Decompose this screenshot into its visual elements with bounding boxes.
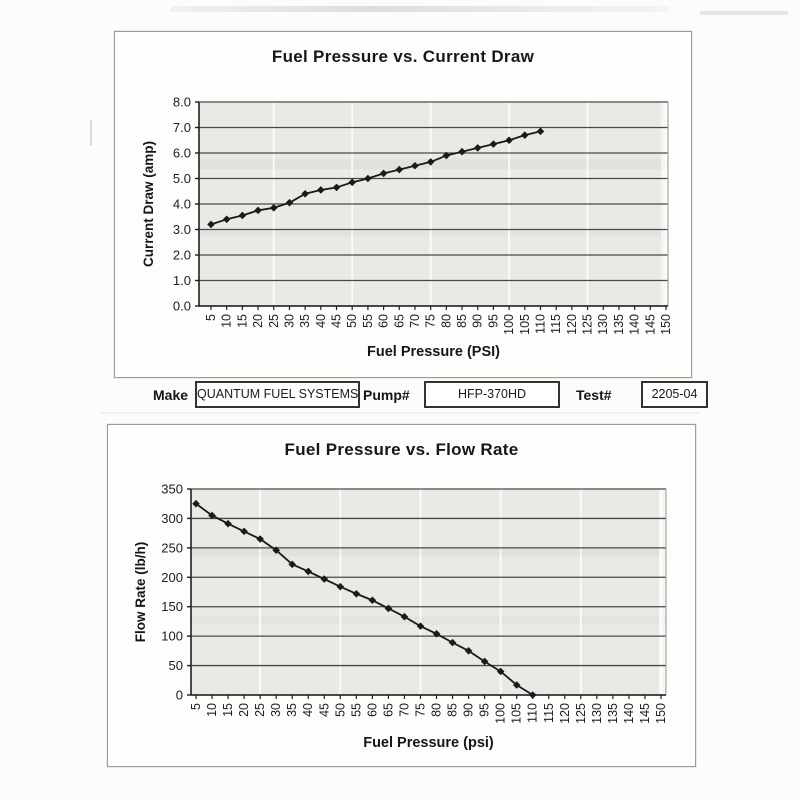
svg-text:10: 10	[205, 703, 219, 717]
svg-text:115: 115	[549, 314, 563, 334]
svg-text:0.0: 0.0	[173, 299, 191, 314]
svg-text:120: 120	[558, 703, 572, 724]
svg-text:135: 135	[606, 703, 620, 724]
chart-title-flow-rate: Fuel Pressure vs. Flow Rate	[284, 440, 519, 459]
svg-text:8.0: 8.0	[173, 95, 191, 110]
svg-text:200: 200	[161, 570, 183, 585]
svg-text:140: 140	[628, 314, 642, 335]
make-value-box: QUANTUM FUEL SYSTEMS	[195, 381, 360, 408]
svg-text:2.0: 2.0	[173, 248, 191, 263]
svg-text:70: 70	[397, 703, 411, 717]
svg-text:115: 115	[542, 703, 556, 723]
test-number-label: Test#	[576, 387, 612, 403]
svg-text:5.0: 5.0	[173, 171, 191, 186]
svg-text:95: 95	[486, 314, 500, 328]
svg-text:70: 70	[408, 314, 422, 328]
svg-text:90: 90	[471, 314, 485, 328]
svg-text:Fuel Pressure (psi): Fuel Pressure (psi)	[363, 735, 494, 751]
svg-text:130: 130	[590, 703, 604, 724]
svg-text:20: 20	[251, 314, 265, 328]
svg-text:65: 65	[392, 314, 406, 328]
svg-text:100: 100	[161, 629, 183, 644]
svg-text:Fuel Pressure (PSI): Fuel Pressure (PSI)	[367, 344, 500, 360]
svg-text:75: 75	[424, 314, 438, 328]
scan-streak	[100, 412, 700, 414]
svg-text:40: 40	[301, 703, 315, 717]
current-draw-chart-panel: Fuel Pressure vs. Current Draw 8.0 7.0 6.0…	[114, 31, 692, 378]
svg-text:25: 25	[253, 703, 267, 717]
svg-text:105: 105	[518, 314, 532, 335]
svg-text:105: 105	[510, 703, 524, 724]
svg-text:15: 15	[221, 703, 235, 717]
svg-text:50: 50	[345, 314, 359, 328]
svg-text:1.0: 1.0	[173, 273, 191, 288]
svg-text:120: 120	[565, 314, 579, 335]
svg-text:95: 95	[478, 703, 492, 717]
svg-text:60: 60	[365, 703, 379, 717]
svg-text:90: 90	[462, 703, 476, 717]
svg-text:45: 45	[317, 703, 331, 717]
svg-text:55: 55	[349, 703, 363, 717]
svg-text:0: 0	[176, 688, 183, 703]
svg-text:85: 85	[455, 314, 469, 328]
svg-text:150: 150	[659, 314, 673, 335]
svg-text:110: 110	[533, 314, 547, 334]
svg-text:50: 50	[333, 703, 347, 717]
svg-text:350: 350	[161, 482, 183, 497]
svg-text:130: 130	[596, 314, 610, 335]
svg-text:30: 30	[282, 314, 296, 328]
svg-text:60: 60	[377, 314, 391, 328]
svg-text:45: 45	[330, 314, 344, 328]
svg-text:150: 150	[161, 599, 183, 614]
svg-text:4.0: 4.0	[173, 197, 191, 212]
svg-text:35: 35	[298, 314, 312, 328]
svg-text:80: 80	[439, 314, 453, 328]
svg-text:125: 125	[574, 703, 588, 724]
current-draw-plot: 8.0 7.0 6.0 5.0 4.0 3.0 2.0 1.0 0.0 5 10 15 20 25 30 35…	[141, 95, 673, 361]
svg-text:25: 25	[267, 314, 281, 328]
svg-text:110: 110	[526, 703, 540, 723]
svg-text:7.0: 7.0	[173, 120, 191, 135]
svg-text:100: 100	[494, 703, 508, 724]
svg-text:135: 135	[612, 314, 626, 335]
svg-text:55: 55	[361, 314, 375, 328]
chart-title-current-draw: Fuel Pressure vs. Current Draw	[271, 47, 535, 66]
pump-number-label: Pump#	[363, 387, 410, 403]
svg-text:75: 75	[413, 703, 427, 717]
test-number-value-box: 2205-04	[641, 381, 708, 408]
scan-streak	[170, 6, 670, 12]
svg-text:300: 300	[161, 511, 183, 526]
scan-streak	[700, 11, 788, 15]
svg-text:Current Draw (amp): Current Draw (amp)	[141, 141, 156, 267]
svg-text:20: 20	[237, 703, 251, 717]
svg-text:30: 30	[269, 703, 283, 717]
scan-mark	[90, 120, 92, 146]
svg-text:145: 145	[643, 314, 657, 335]
flow-rate-chart-panel: Fuel Pressure vs. Flow Rate 350 300 250 200…	[107, 424, 696, 767]
svg-text:40: 40	[314, 314, 328, 328]
svg-text:Flow Rate (lb/h): Flow Rate (lb/h)	[133, 542, 148, 643]
svg-text:85: 85	[446, 703, 460, 717]
svg-text:125: 125	[581, 314, 595, 335]
svg-text:6.0: 6.0	[173, 146, 191, 161]
svg-text:250: 250	[161, 540, 183, 555]
svg-text:145: 145	[638, 703, 652, 724]
svg-text:65: 65	[381, 703, 395, 717]
svg-text:35: 35	[285, 703, 299, 717]
svg-text:5: 5	[204, 314, 218, 321]
make-label: Make	[153, 387, 189, 403]
svg-text:150: 150	[654, 703, 668, 724]
test-info-row: Make QUANTUM FUEL SYSTEMS Pump# HFP-370H…	[0, 381, 800, 409]
svg-text:5: 5	[189, 703, 203, 710]
svg-text:3.0: 3.0	[173, 222, 191, 237]
svg-text:50: 50	[169, 658, 183, 673]
svg-text:140: 140	[622, 703, 636, 724]
svg-text:10: 10	[220, 314, 234, 328]
svg-text:80: 80	[430, 703, 444, 717]
svg-text:15: 15	[235, 314, 249, 328]
pump-number-value-box: HFP-370HD	[424, 381, 560, 408]
svg-text:100: 100	[502, 314, 516, 335]
